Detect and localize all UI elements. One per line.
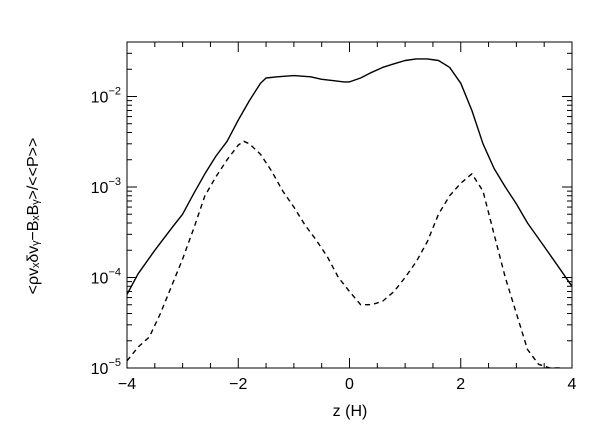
y-tick-label: 10−3: [91, 176, 121, 197]
y-tick-label-base: 10: [91, 270, 109, 287]
y-axis-title: <ρvₓδvᵧ−BₓBᵧ>/<<P>>: [25, 138, 42, 295]
y-axis-ticks: 10−510−410−310−2: [91, 41, 572, 378]
x-tick-label: −2: [229, 376, 247, 393]
plot-border: [126, 41, 573, 369]
x-tick-label: 0: [345, 376, 354, 393]
x-tick-label: −4: [118, 376, 136, 393]
y-tick-label-base: 10: [91, 89, 109, 106]
y-tick-label-base: 10: [91, 180, 109, 197]
x-axis-title: z (H): [333, 403, 368, 420]
x-tick-label: 2: [456, 376, 465, 393]
y-tick-label-exponent: −2: [108, 85, 121, 97]
y-tick-label-base: 10: [91, 361, 109, 378]
series-layer: [127, 58, 572, 368]
solid-series-line: [127, 58, 572, 295]
y-tick-label-exponent: −5: [108, 357, 121, 369]
y-tick-label: 10−4: [91, 266, 121, 287]
y-tick-label-exponent: −3: [108, 176, 121, 188]
x-axis-ticks: −4 −2 0 2 4: [118, 42, 577, 393]
y-tick-label-exponent: −4: [108, 266, 121, 278]
y-tick-label: 10−2: [91, 85, 121, 106]
x-tick-label: 4: [568, 376, 577, 393]
dashed-series-line: [127, 140, 563, 368]
y-tick-label: 10−5: [91, 357, 121, 378]
plot-frame: [126, 41, 573, 369]
